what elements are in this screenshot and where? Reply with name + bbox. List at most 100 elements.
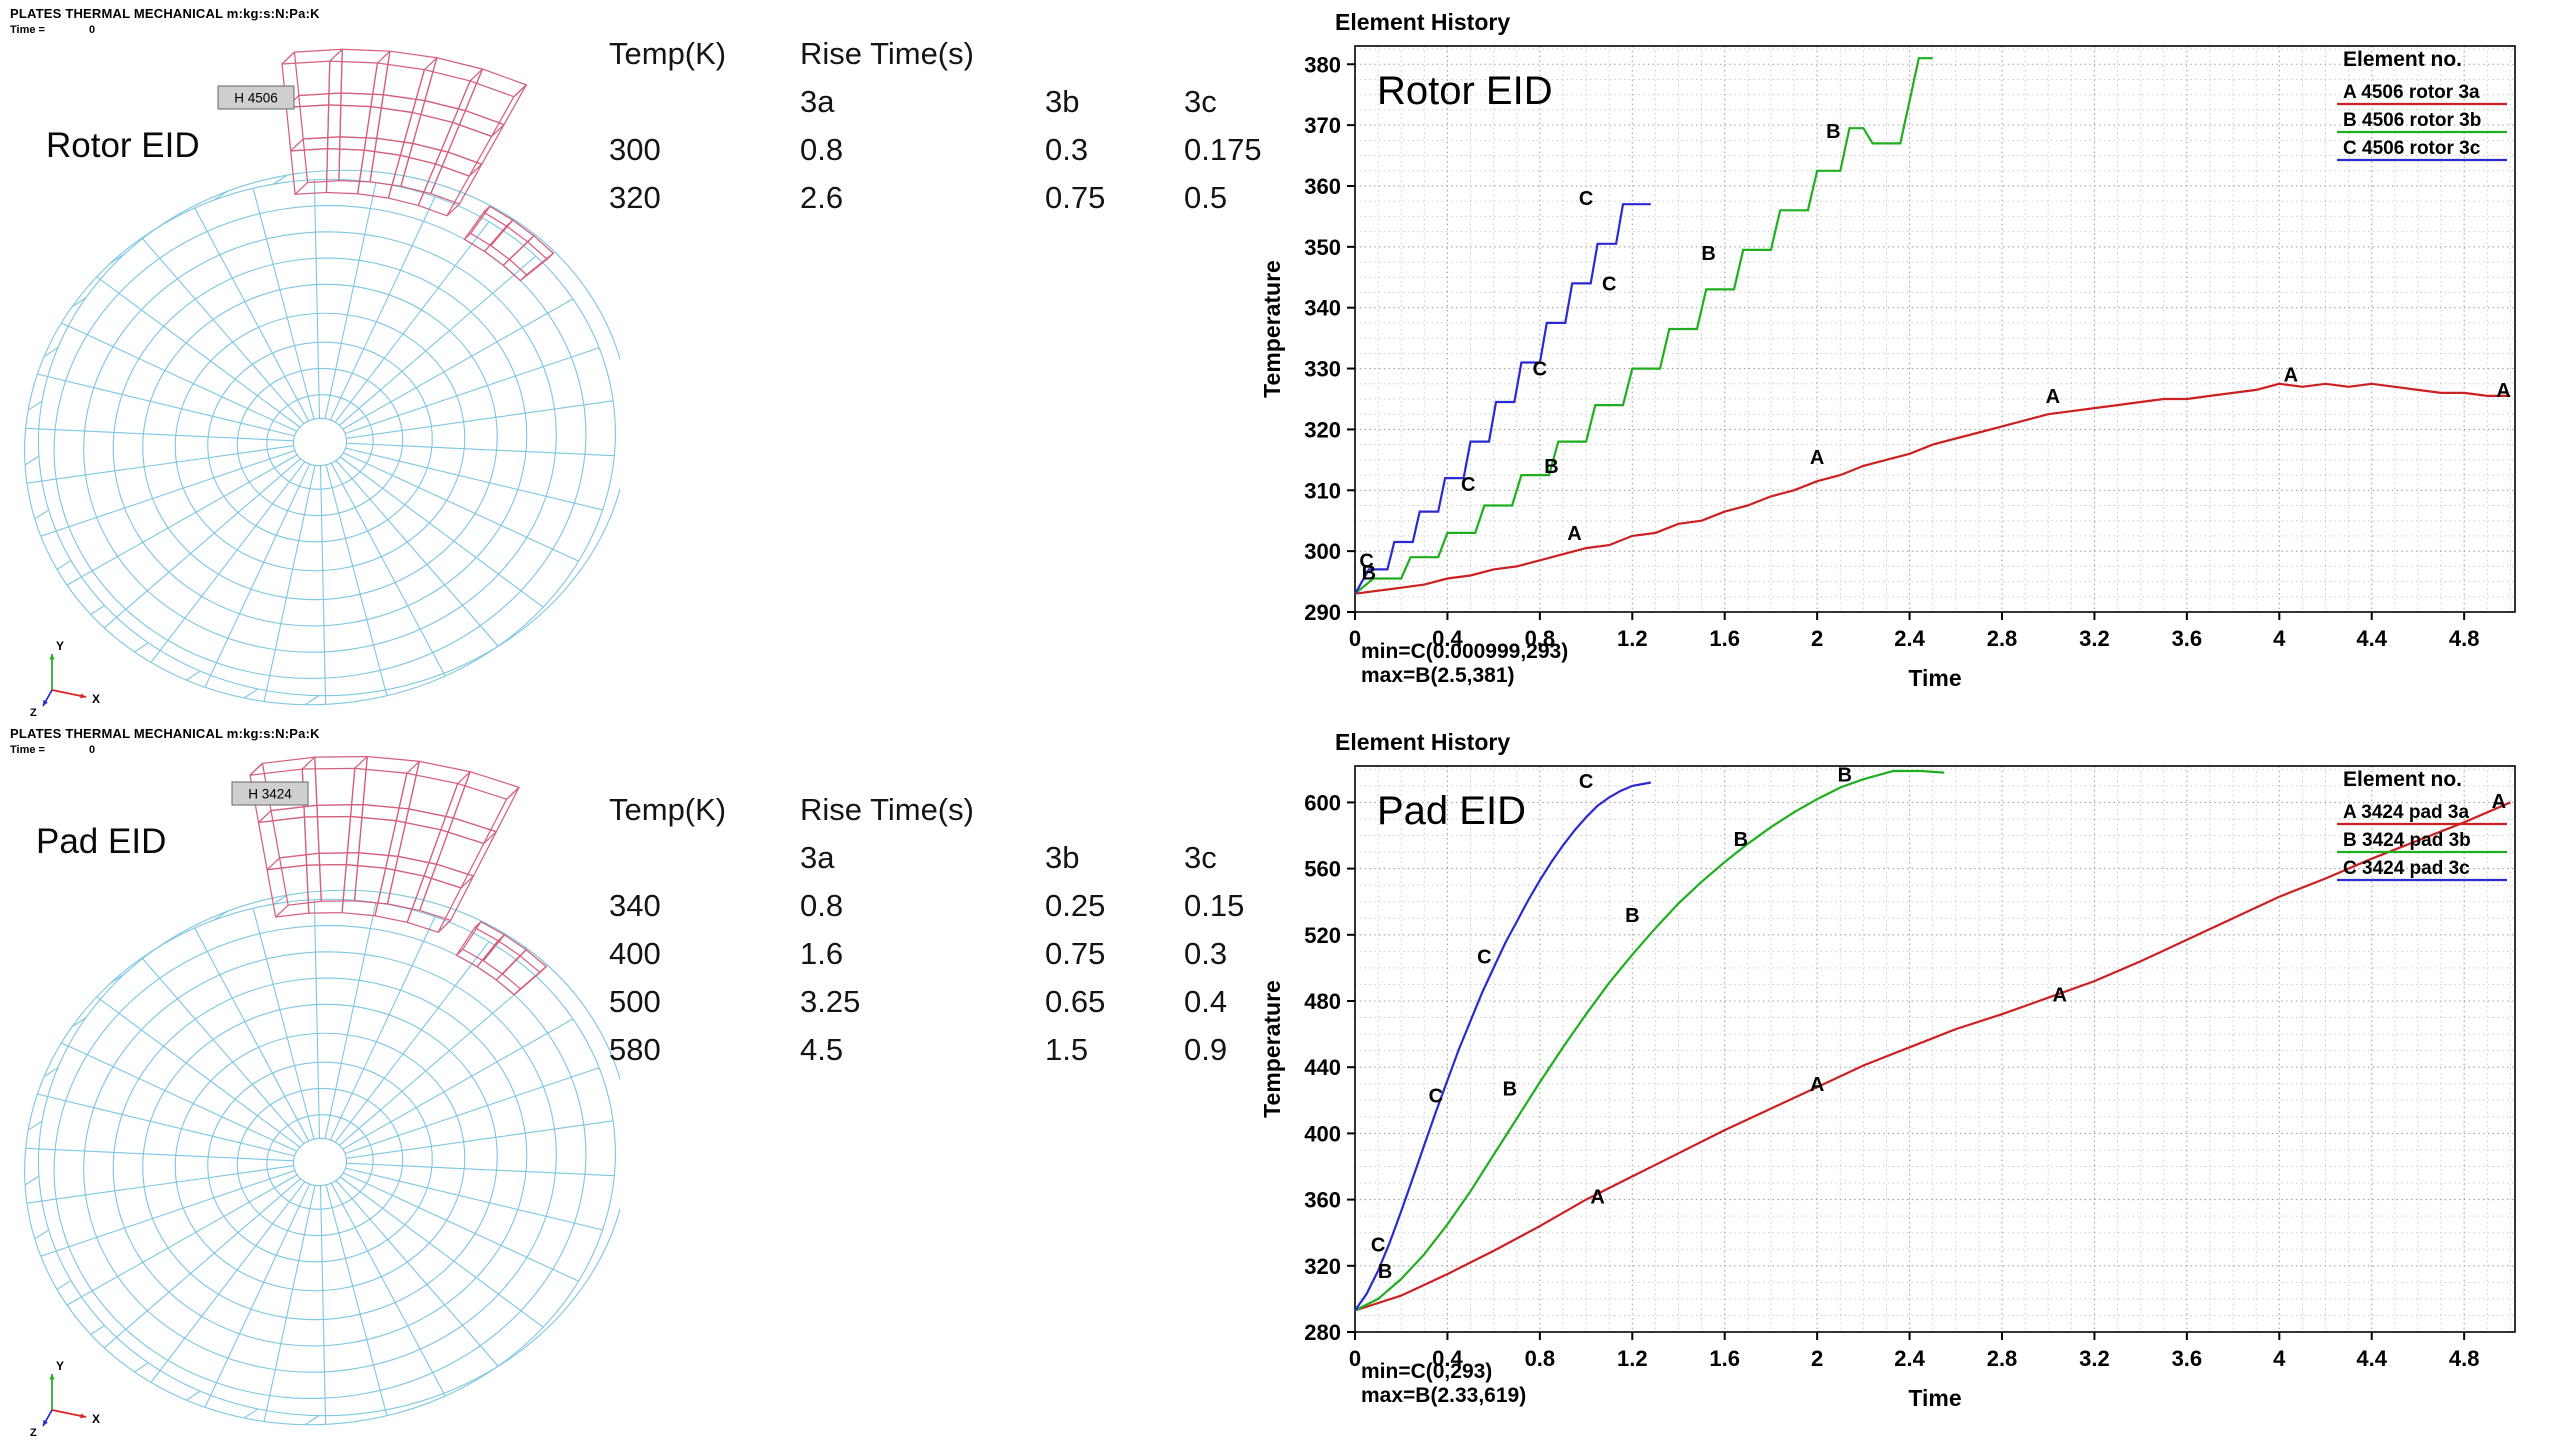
- curve-letter-marker: A: [2053, 984, 2067, 1006]
- min-annotation: min=C(0.000999,293): [1361, 640, 1568, 663]
- svg-text:2.4: 2.4: [1894, 626, 1925, 651]
- chart-legend: Element no. A 4506 rotor 3a B 4506 rotor 3…: [2337, 48, 2507, 162]
- element-id-tag: H 4506: [217, 85, 295, 110]
- rise-time-value: 0.4: [1184, 984, 1228, 1019]
- svg-text:2: 2: [1811, 626, 1823, 651]
- chart-legend: Element no. A 3424 pad 3a B 3424 pad 3b C 3…: [2337, 768, 2507, 882]
- time-label: Time =: [10, 24, 45, 36]
- legend-title: Element no.: [2343, 768, 2462, 791]
- rotor-rise-time-table: Temp(K) Rise Time(s) 3a 3b 3c 300 0.8 0.3 0.175 3…: [600, 0, 1262, 720]
- pad-element-history-chart: 0 0.4 0.8 1.2 1.6 2 2.4 2.8 3.2 3.6 4 4.4 4.8 280 320 3…: [1259, 729, 2516, 1411]
- svg-text:2.4: 2.4: [1894, 1346, 1925, 1371]
- curve-letter-marker: B: [1625, 905, 1639, 927]
- svg-text:H 4506: H 4506: [234, 91, 278, 106]
- x-axis-label: Time: [1908, 665, 1961, 691]
- rise-time-value: 0.9: [1184, 1032, 1228, 1067]
- axis-triad-icon: Y X Z: [30, 1359, 100, 1439]
- min-annotation: min=C(0,293): [1361, 1360, 1492, 1383]
- rise-time-header: Rise Time(s): [800, 792, 974, 827]
- svg-text:X: X: [92, 1412, 100, 1426]
- legend-entry: B 3424 pad 3b: [2343, 830, 2471, 851]
- curve-letter-marker: A: [2496, 380, 2510, 402]
- pad-solver-header: PLATES THERMAL MECHANICAL m:kg:s:N:Pa:K …: [10, 726, 320, 756]
- rise-time-value: 0.175: [1184, 132, 1262, 167]
- chart-labels: Element History Rotor EID Time Temperature m…: [1259, 9, 1962, 691]
- element-id-tag: H 3424: [231, 781, 309, 806]
- legend-entry: C 4506 rotor 3c: [2343, 138, 2481, 159]
- curve-letter-marker: A: [2492, 791, 2506, 813]
- rotor-eid-label: Rotor EID: [46, 126, 200, 165]
- temp-column-header: Temp(K): [609, 36, 727, 71]
- chart-axes: 0 0.4 0.8 1.2 1.6 2 2.4 2.8 3.2 3.6 4 4.4 4.8 290 300 3…: [1304, 45, 2516, 651]
- disc-wireframe: [24, 889, 620, 1426]
- curve-letter-marker: A: [1810, 447, 1824, 469]
- curve-letter-marker: B: [1503, 1079, 1517, 1101]
- svg-text:3.2: 3.2: [2079, 626, 2110, 651]
- svg-text:3.6: 3.6: [2172, 1346, 2203, 1371]
- series-a-line: [1354, 382, 2511, 595]
- time-value: 0: [88, 744, 96, 756]
- temp-value: 340: [609, 888, 661, 923]
- svg-text:Y: Y: [56, 1359, 64, 1373]
- rise-time-header: Rise Time(s): [800, 36, 974, 71]
- max-annotation: max=B(2.5,381): [1361, 664, 1515, 687]
- rise-time-value: 0.5: [1184, 180, 1228, 215]
- pad-eid-label: Pad EID: [36, 822, 167, 861]
- rise-time-value: 3.25: [800, 984, 861, 1019]
- svg-text:4: 4: [2273, 1346, 2286, 1371]
- rise-time-value: 0.8: [800, 888, 844, 923]
- series-c-line: [1354, 781, 1651, 1312]
- curve-letter-marker: C: [1429, 1085, 1443, 1107]
- svg-text:340: 340: [1304, 296, 1341, 321]
- svg-text:370: 370: [1304, 113, 1341, 138]
- curve-letter-marker: C: [1371, 1234, 1385, 1256]
- svg-text:320: 320: [1304, 417, 1341, 442]
- temp-column-header: Temp(K): [609, 792, 727, 827]
- svg-text:0: 0: [1349, 626, 1361, 651]
- case-subheader: 3c: [1184, 840, 1217, 875]
- svg-text:3.6: 3.6: [2172, 626, 2203, 651]
- rotor-row: H 4506 Y X Z PLATES THERMAL MECHANICAL m:kg…: [0, 0, 2560, 720]
- svg-text:0.4: 0.4: [1432, 1346, 1463, 1371]
- curve-letter-marker: B: [1544, 456, 1558, 478]
- rise-time-value: 2.6: [800, 180, 844, 215]
- svg-text:2.8: 2.8: [1987, 626, 2018, 651]
- y-axis-label: Temperature: [1259, 260, 1285, 398]
- case-subheader: 3b: [1045, 840, 1080, 875]
- svg-text:2: 2: [1811, 1346, 1823, 1371]
- svg-text:290: 290: [1304, 600, 1341, 625]
- svg-text:330: 330: [1304, 357, 1341, 382]
- curve-letter-marker: C: [1602, 273, 1616, 295]
- svg-text:520: 520: [1304, 923, 1341, 948]
- svg-text:0.8: 0.8: [1525, 626, 1556, 651]
- svg-text:Z: Z: [30, 707, 37, 719]
- svg-text:380: 380: [1304, 52, 1341, 77]
- legend-title: Element no.: [2343, 48, 2462, 71]
- pad-mesh-panel: H 3424 Y X Z PLATES THERMAL MECHANICAL m:kg…: [0, 720, 620, 1440]
- svg-text:Y: Y: [56, 639, 64, 653]
- curve-letter-marker: C: [1579, 771, 1593, 793]
- pad-rise-time-table: Temp(K) Rise Time(s) 3a 3b 3c 340 0.8 0.25 0.15 4…: [600, 720, 1260, 1440]
- svg-text:560: 560: [1304, 857, 1341, 882]
- curve-letter-marker: B: [1826, 121, 1840, 143]
- y-axis-label: Temperature: [1259, 980, 1285, 1118]
- time-value: 0: [88, 24, 96, 36]
- case-subheader: 3a: [800, 84, 835, 119]
- rotor-chart-panel: 0 0.4 0.8 1.2 1.6 2 2.4 2.8 3.2 3.6 4 4.4 4.8 290 300 3…: [1240, 0, 2560, 720]
- solver-time: Time = 0: [10, 744, 320, 756]
- rise-time-value: 4.5: [800, 1032, 844, 1067]
- svg-text:350: 350: [1304, 235, 1341, 260]
- rotor-solver-header: PLATES THERMAL MECHANICAL m:kg:s:N:Pa:K …: [10, 6, 320, 36]
- pad-row: H 3424 Y X Z PLATES THERMAL MECHANICAL m:kg…: [0, 720, 2560, 1440]
- rise-time-value: 0.15: [1184, 888, 1245, 923]
- svg-text:600: 600: [1304, 790, 1341, 815]
- curve-letter-marker: A: [2284, 365, 2298, 387]
- curve-letter-marker: A: [1590, 1186, 1604, 1208]
- case-subheader: 3c: [1184, 84, 1217, 119]
- legend-entry: A 4506 rotor 3a: [2343, 82, 2480, 103]
- chart-labels: Element History Pad EID Time Temperature min…: [1259, 729, 1962, 1411]
- series-c-line: [1354, 203, 1651, 595]
- rotor-mesh-panel: H 4506 Y X Z PLATES THERMAL MECHANICAL m:kg…: [0, 0, 620, 720]
- chart-axes: 0 0.4 0.8 1.2 1.6 2 2.4 2.8 3.2 3.6 4 4.4 4.8 280 320 3…: [1304, 765, 2516, 1371]
